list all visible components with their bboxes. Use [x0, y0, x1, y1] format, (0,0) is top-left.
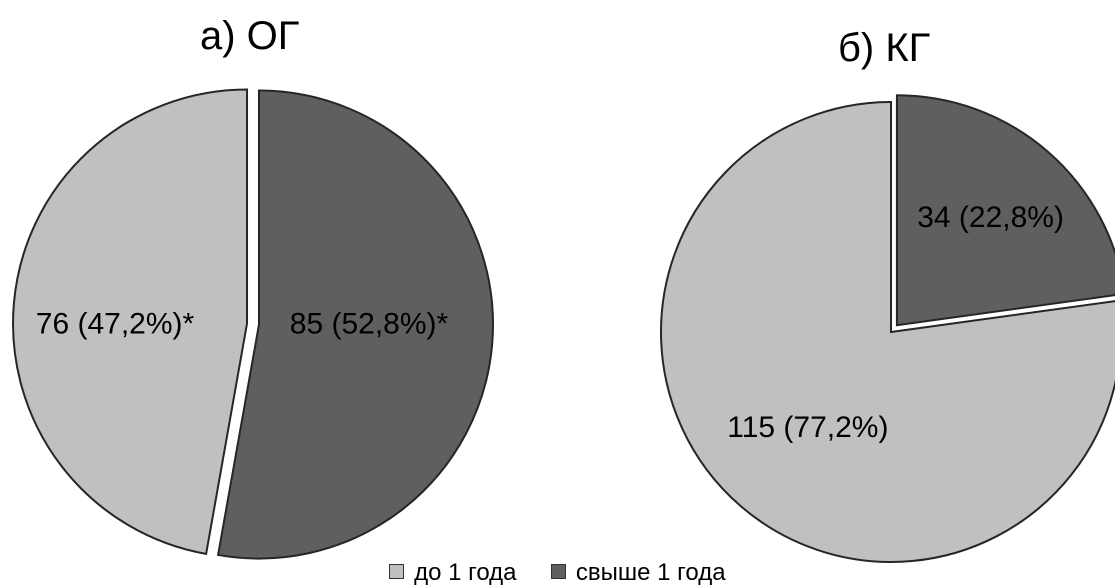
pie-a-slice-under-1-year	[12, 88, 249, 556]
legend-item-over-1-year: свыше 1 года	[551, 559, 726, 586]
pie-chart-a: 85 (52,8%)* 76 (47,2%)*	[12, 88, 494, 560]
legend-label-under-1-year: до 1 года	[414, 559, 517, 586]
pie-b-slice-under-1-year	[660, 100, 1115, 563]
legend-swatch-under-1-year	[389, 564, 405, 580]
pie-a-label-over-1-year: 85 (52,8%)*	[290, 308, 449, 341]
legend: до 1 года свыше 1 года	[0, 560, 1115, 586]
pie-b-slice-over-1-year	[895, 94, 1115, 327]
pie-b-label-over-1-year: 34 (22,8%)	[917, 201, 1064, 234]
legend-label-over-1-year: свыше 1 года	[575, 559, 726, 586]
pie-b-label-under-1-year: 115 (77,2%)	[727, 411, 888, 444]
legend-swatch-over-1-year	[551, 564, 567, 580]
pie-a-slice-over-1-year	[216, 89, 494, 560]
chart-title-a: а) ОГ	[200, 14, 300, 58]
pie-chart-b: 34 (22,8%) 115 (77,2%)	[660, 94, 1115, 563]
pie-a-label-under-1-year: 76 (47,2%)*	[36, 308, 195, 341]
chart-title-b: б) КГ	[838, 26, 931, 70]
legend-item-under-1-year: до 1 года	[389, 559, 517, 586]
